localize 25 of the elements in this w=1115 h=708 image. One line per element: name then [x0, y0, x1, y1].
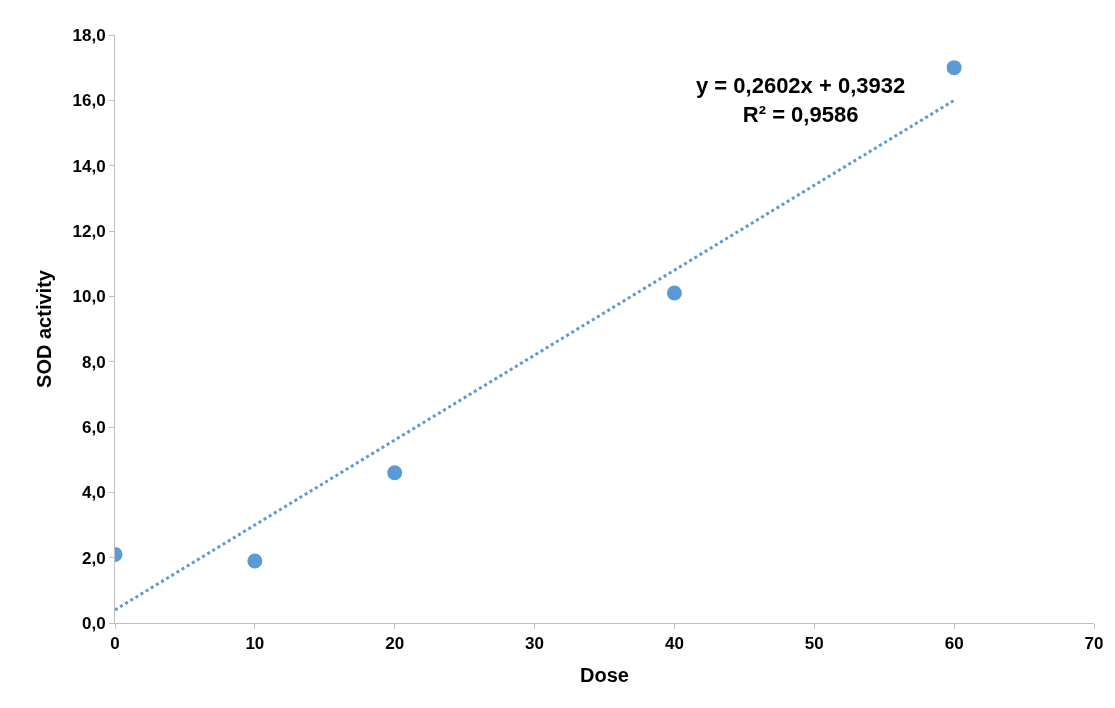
y-tick-label: 10,0	[72, 287, 106, 307]
x-tick-label: 0	[110, 634, 120, 654]
y-tick-label: 8,0	[81, 352, 106, 372]
point	[247, 553, 263, 569]
x-tick-label: 50	[804, 634, 824, 654]
y-tick-label: 12,0	[72, 221, 106, 241]
x-tick-label: 10	[245, 634, 265, 654]
y-tick-label: 0,0	[81, 613, 106, 633]
y-axis-title: SOD activity	[33, 269, 56, 388]
x-axis-title: Dose	[580, 663, 629, 686]
y-tick-label: 6,0	[81, 417, 106, 437]
annotation: y = 0,2602x + 0,3932 R² = 0,9586	[696, 73, 906, 127]
point	[666, 285, 682, 301]
x-tick-label: 60	[944, 634, 964, 654]
point	[946, 60, 962, 76]
y-tick-label: 18,0	[72, 25, 106, 45]
y-tick-label: 2,0	[81, 548, 106, 568]
x-tick-label: 30	[525, 634, 545, 654]
x-tick-label: 20	[385, 634, 405, 654]
y-tick-label: 14,0	[72, 156, 106, 176]
y-tick-label: 16,0	[72, 91, 106, 111]
x-tick-label: 70	[1084, 634, 1104, 654]
x-tick-label: 40	[664, 634, 684, 654]
point	[387, 465, 403, 481]
y-tick-label: 4,0	[81, 483, 106, 503]
